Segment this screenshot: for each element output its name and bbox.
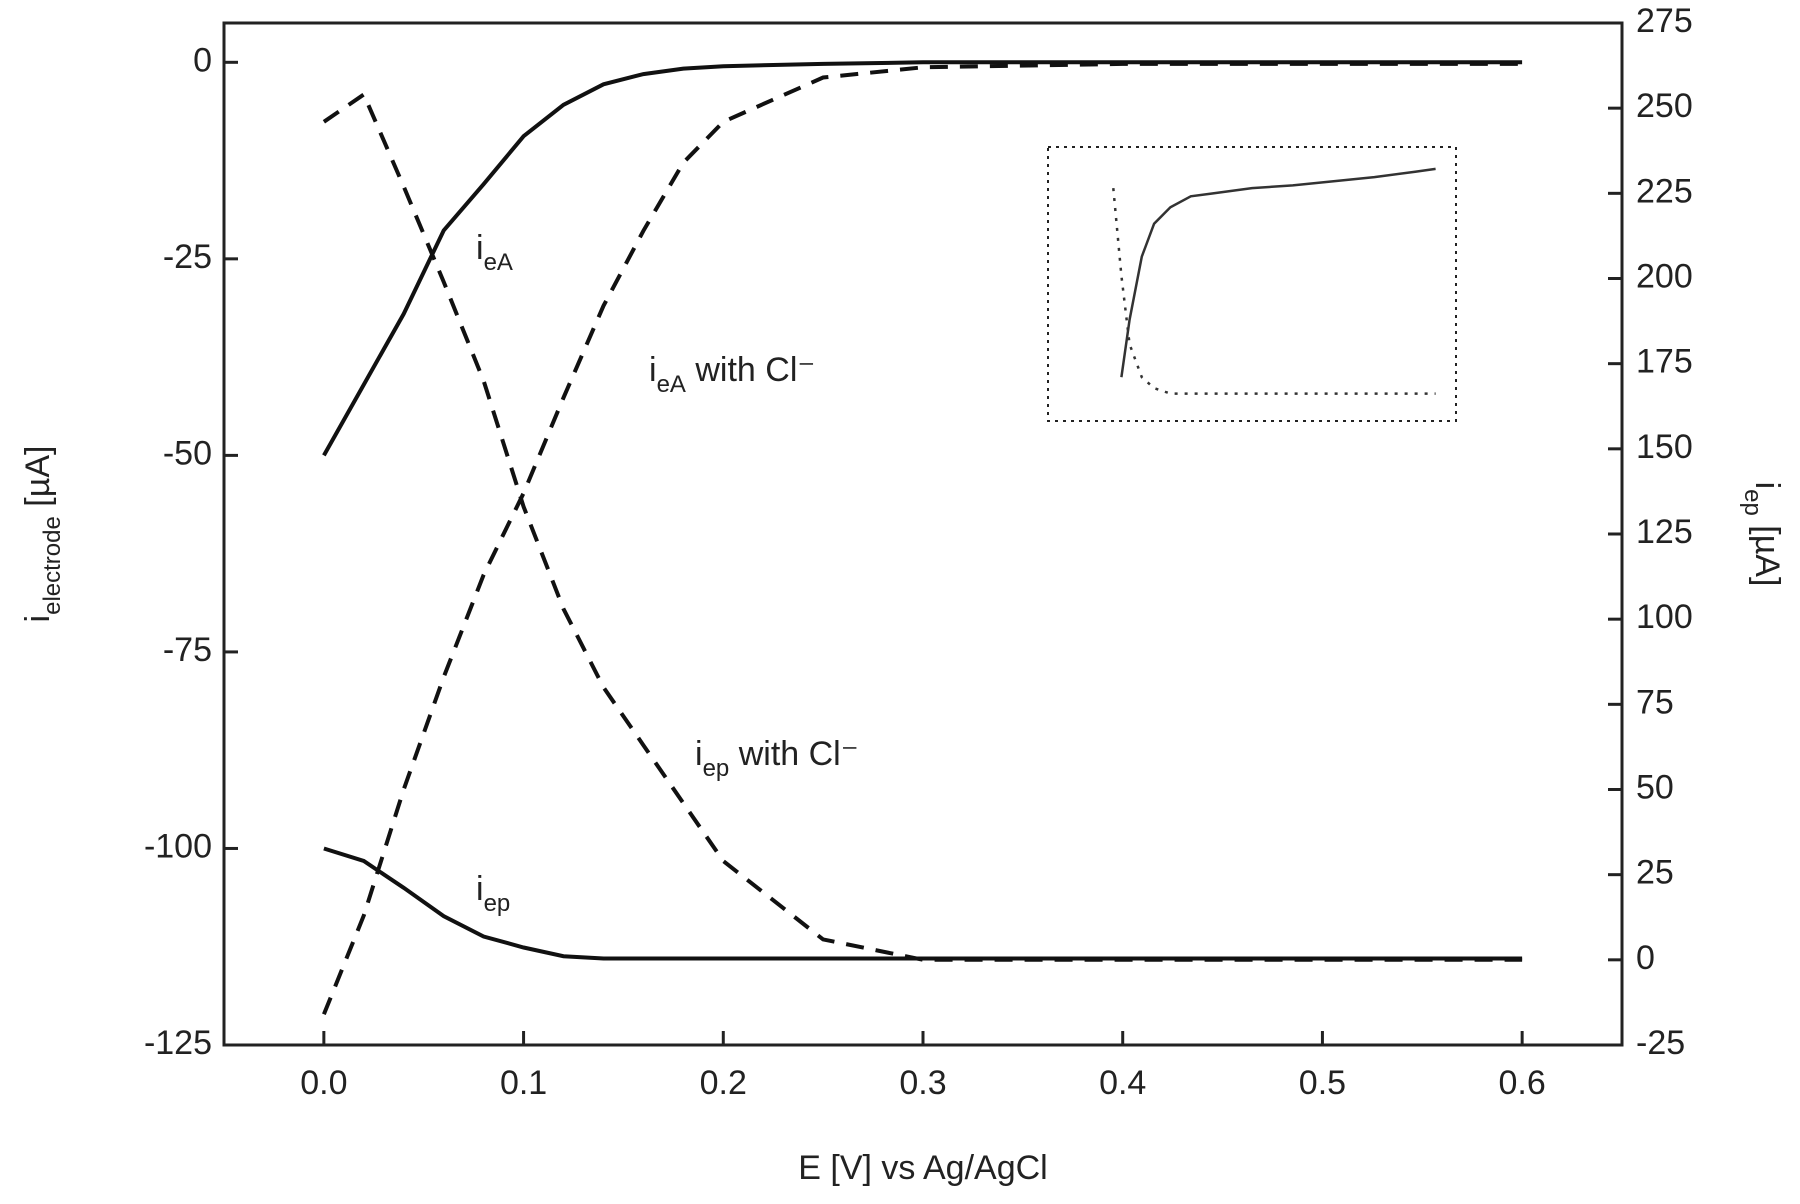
series-line: [322, 61, 1523, 1016]
y2-tick-label: 125: [1636, 513, 1693, 551]
y-axis-label-main: i: [19, 615, 57, 623]
x-tick-label: 0.1: [500, 1064, 547, 1102]
annotation-sub: ep: [703, 755, 730, 782]
y2-tick-label: 0: [1636, 939, 1655, 977]
y-tick-label: 0: [193, 41, 212, 79]
series-line: [1112, 187, 1436, 395]
annotation-sub: eA: [484, 249, 513, 276]
y2-tick-label: 275: [1636, 2, 1693, 40]
annotation-sub: eA: [657, 371, 686, 398]
annotation: ieA with Cl⁻: [649, 351, 815, 398]
y-tick-label: -125: [144, 1024, 212, 1062]
y2-axis-label-main: i: [1748, 482, 1786, 490]
series-line: [323, 846, 1523, 961]
y2-axis-label-sub: ep: [1739, 489, 1766, 516]
x-tick-label: 0.3: [899, 1064, 946, 1102]
y2-tick-label: 100: [1636, 598, 1693, 636]
y2-tick-label: 250: [1636, 87, 1693, 125]
y2-tick-label: 225: [1636, 172, 1693, 210]
plot-frame: [222, 21, 1624, 1047]
y2-tick-label: -25: [1636, 1024, 1685, 1062]
annotation-main: i: [695, 735, 703, 773]
y2-tick-label: 175: [1636, 343, 1693, 381]
annotation-rest: with Cl⁻: [729, 735, 858, 773]
x-tick-label: 0.2: [700, 1064, 747, 1102]
y-axis-label-rest: [µA]: [19, 446, 57, 517]
series-line: [1120, 167, 1436, 378]
annotation-main: i: [649, 351, 657, 389]
y-axis-label-sub: electrode: [39, 516, 66, 615]
series-line: [322, 60, 1523, 457]
annotation: iep: [476, 870, 510, 917]
y2-tick-label: 75: [1636, 683, 1674, 721]
y2-tick-label: 150: [1636, 428, 1693, 466]
y2-tick-label: 25: [1636, 854, 1674, 892]
x-tick-label: 0.5: [1299, 1064, 1346, 1102]
x-tick-label: 0.0: [300, 1064, 347, 1102]
y2-axis-label-rest: [µA]: [1748, 516, 1786, 587]
x-tick-label: 0.4: [1099, 1064, 1146, 1102]
annotation-main: i: [476, 870, 484, 908]
annotation-rest: with Cl⁻: [686, 351, 815, 389]
x-tick-label: 0.6: [1499, 1064, 1546, 1102]
series-line: [322, 91, 1523, 962]
y-tick-label: -50: [163, 434, 212, 472]
y-tick-label: -25: [163, 238, 212, 276]
y2-axis-label: iep [µA]: [1739, 482, 1786, 587]
annotation: ieA: [476, 229, 513, 276]
x-axis-label: E [V] vs Ag/AgCl: [798, 1149, 1047, 1187]
annotation-sub: ep: [484, 890, 511, 917]
annotation-main: i: [476, 229, 484, 267]
y-tick-label: -100: [144, 827, 212, 865]
y-tick-label: -75: [163, 631, 212, 669]
plot-frame: [1047, 146, 1457, 422]
y2-tick-label: 200: [1636, 257, 1693, 295]
annotation: iep with Cl⁻: [695, 735, 859, 782]
y-axis-label: ielectrode [µA]: [19, 446, 66, 623]
y2-tick-label: 50: [1636, 768, 1674, 806]
